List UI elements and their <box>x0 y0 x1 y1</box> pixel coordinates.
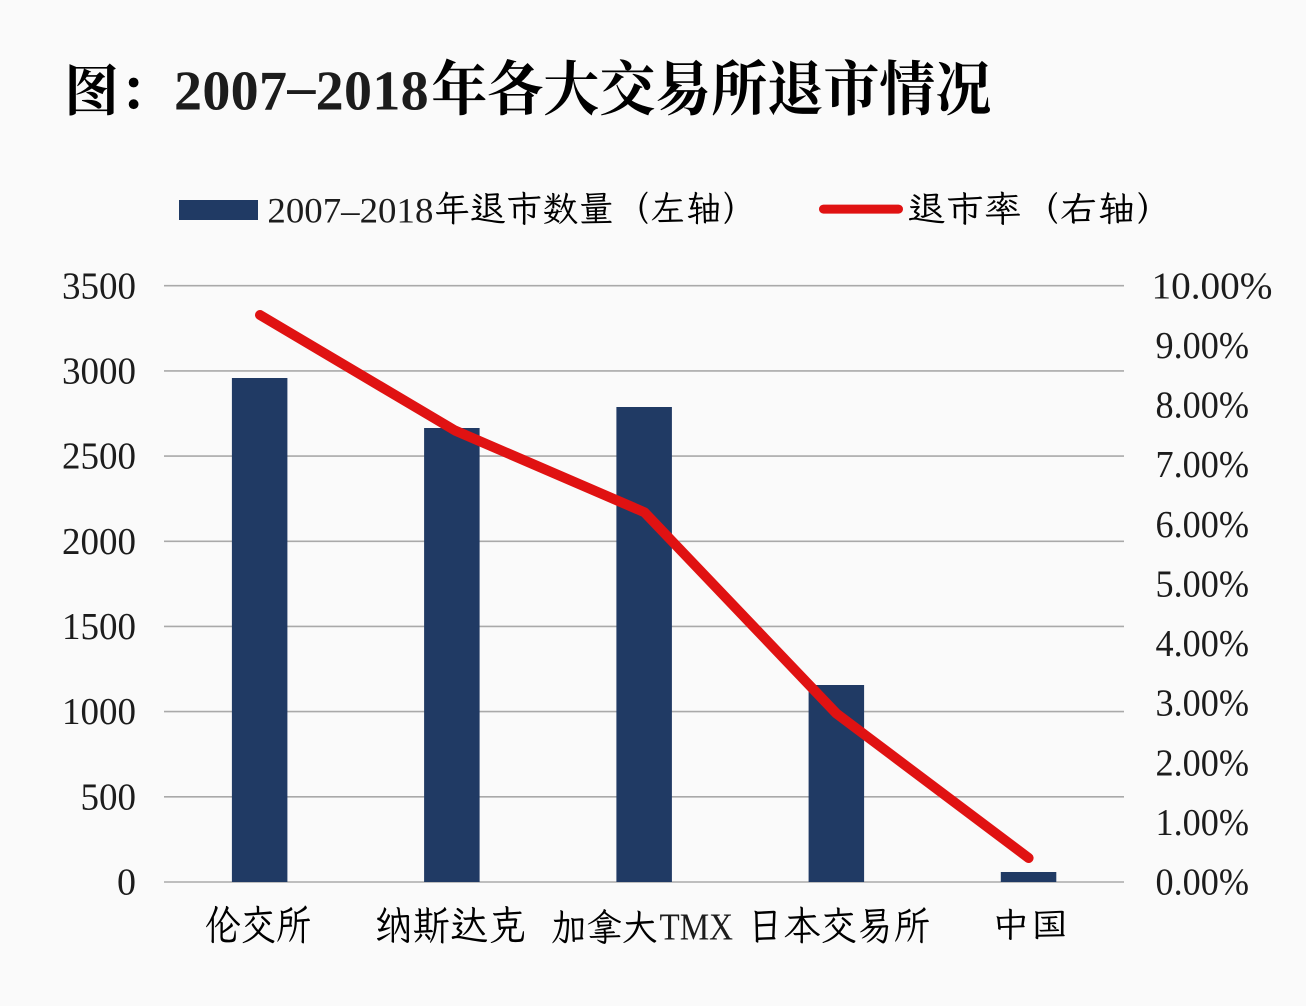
svg-text:2500: 2500 <box>62 436 136 478</box>
svg-text:1500: 1500 <box>62 606 136 648</box>
svg-text:1.00%: 1.00% <box>1156 802 1250 844</box>
svg-text:6.00%: 6.00% <box>1156 504 1250 546</box>
svg-text:3.00%: 3.00% <box>1156 683 1250 725</box>
svg-text:2000: 2000 <box>62 521 136 563</box>
svg-text:7.00%: 7.00% <box>1156 444 1250 486</box>
svg-text:3500: 3500 <box>62 265 136 307</box>
svg-text:2007–2018: 2007–2018 <box>267 190 433 230</box>
svg-text:500: 500 <box>81 776 137 818</box>
svg-text:4.00%: 4.00% <box>1156 623 1250 665</box>
svg-text:0.00%: 0.00% <box>1156 862 1250 904</box>
svg-text:2.00%: 2.00% <box>1156 742 1250 784</box>
svg-text:9.00%: 9.00% <box>1156 325 1250 367</box>
svg-text:0: 0 <box>117 862 136 904</box>
svg-text:2007–2018: 2007–2018 <box>174 56 429 123</box>
svg-text:TMX: TMX <box>660 906 734 948</box>
svg-text:3000: 3000 <box>62 351 136 393</box>
svg-text:5.00%: 5.00% <box>1156 563 1250 605</box>
svg-text:1000: 1000 <box>62 691 136 733</box>
svg-text:8.00%: 8.00% <box>1156 385 1250 427</box>
svg-text:10.00%: 10.00% <box>1152 265 1273 307</box>
